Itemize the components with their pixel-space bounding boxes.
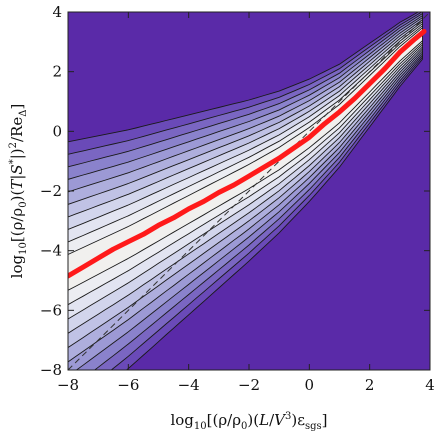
x-tick-label: −4: [178, 376, 200, 394]
reference-line: [68, 12, 430, 370]
y-tick-label: −6: [40, 301, 62, 319]
x-axis-ticks: −8 −6 −4 −2 0 2 4: [57, 12, 435, 394]
x-tick-label: −6: [117, 376, 139, 394]
y-axis-label: log10[(ρ/ρ0)(T|S*|)2/ReΔ]: [8, 104, 29, 279]
density-contours: [68, 12, 423, 370]
x-tick-label: 2: [365, 376, 375, 394]
y-tick-label: 4: [52, 3, 62, 21]
x-tick-label: 0: [305, 376, 315, 394]
y-tick-label: 2: [52, 63, 62, 81]
y-tick-label: −2: [40, 182, 62, 200]
mean-curve: [68, 28, 427, 279]
x-axis-label: log10[(ρ/ρ0)(L/V3)εsgs]: [170, 411, 327, 432]
y-tick-label: −8: [40, 361, 62, 379]
x-tick-label: −2: [238, 376, 260, 394]
y-tick-label: 0: [52, 122, 62, 140]
y-tick-label: −4: [40, 242, 62, 260]
x-tick-label: −8: [57, 376, 79, 394]
y-axis-ticks: −8 −6 −4 −2 0 2 4: [40, 3, 430, 379]
reference-line-group: [68, 12, 430, 370]
x-tick-label: 4: [425, 376, 435, 394]
mean-curve-group: [68, 28, 427, 279]
